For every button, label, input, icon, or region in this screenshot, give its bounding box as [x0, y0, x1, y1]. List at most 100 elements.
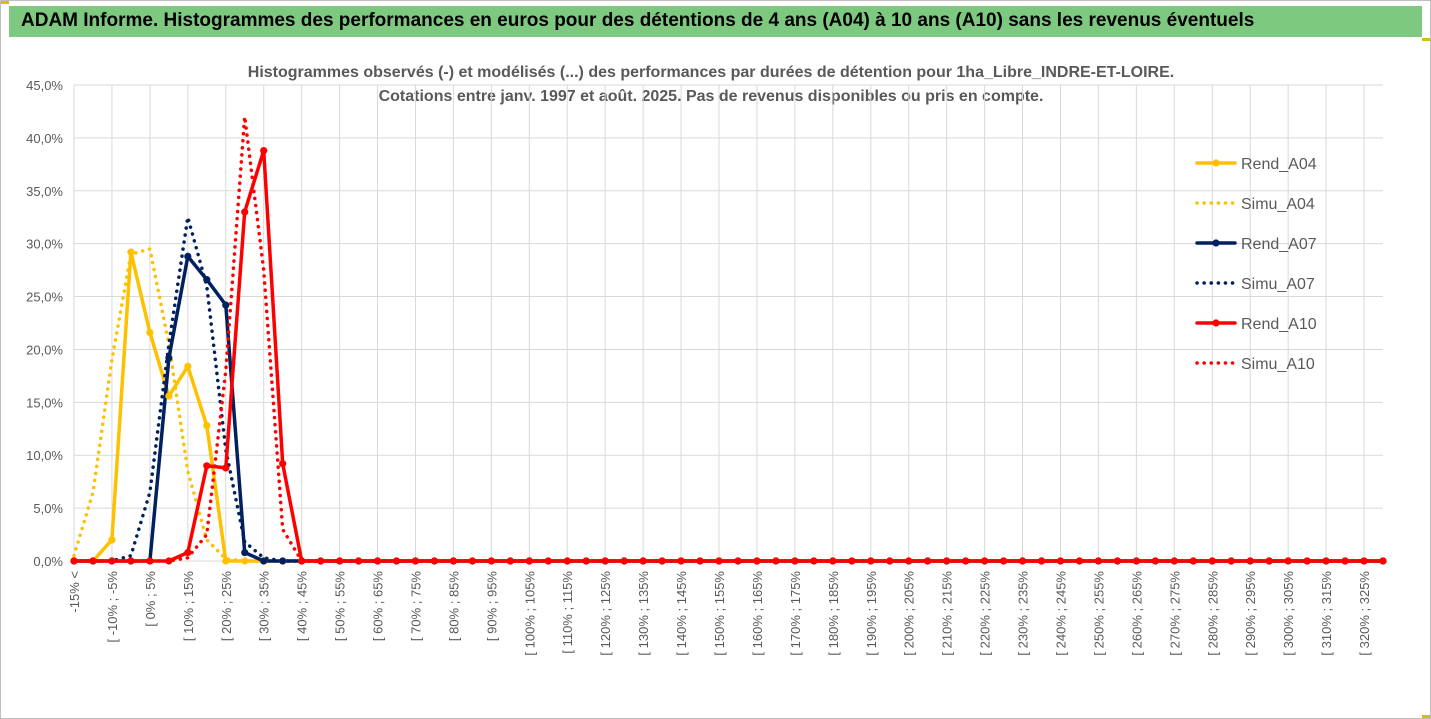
data-point: [829, 557, 837, 565]
x-tick-label: [ 230% ; 235%: [1016, 571, 1031, 656]
x-tick-label: [ 0% ; 5%: [143, 571, 158, 627]
x-tick-label: [ 100% ; 105%: [522, 571, 537, 656]
y-tick-label: 25,0%: [26, 290, 63, 305]
data-point: [1094, 557, 1103, 565]
corner-mark: [1422, 715, 1430, 718]
x-tick-label: [ 120% ; 125%: [598, 571, 613, 656]
x-tick-label: [ 150% ; 155%: [712, 571, 727, 656]
series-line-rend-a07: [72, 254, 1385, 563]
x-tick-label: [ 300% ; 305%: [1281, 571, 1296, 656]
data-point: [392, 557, 401, 565]
data-point: [241, 548, 249, 557]
data-point: [1170, 557, 1178, 565]
x-tick-label: [ 130% ; 135%: [636, 571, 651, 656]
series-line-simu-a10: [72, 114, 1385, 563]
chart-title-line: Histogrammes observés (-) et modélisés (…: [248, 64, 1174, 81]
legend-label: Simu_A10: [1241, 356, 1315, 373]
data-point: [184, 548, 192, 557]
data-point: [203, 422, 211, 430]
data-point: [715, 557, 723, 565]
data-point: [1341, 557, 1349, 565]
data-point: [279, 460, 287, 468]
corner-mark: [1, 1, 9, 4]
data-point: [298, 557, 306, 565]
data-point: [1265, 557, 1273, 565]
data-point: [146, 557, 154, 565]
x-tick-label: [ 110% ; 115%: [560, 571, 575, 654]
data-point: [943, 557, 951, 565]
y-tick-label: 10,0%: [26, 448, 63, 463]
legend-label: Simu_A07: [1241, 276, 1315, 293]
x-tick-label: [ 20% ; 25%: [219, 571, 234, 642]
data-point: [810, 557, 818, 565]
y-tick-label: 40,0%: [26, 131, 63, 146]
data-point: [1208, 557, 1216, 565]
x-tick-label: -15% <: [67, 571, 82, 613]
data-point: [734, 557, 742, 565]
legend-label: Simu_A04: [1241, 196, 1315, 213]
data-point: [1303, 557, 1311, 565]
data-point: [658, 557, 666, 565]
data-point: [867, 557, 875, 565]
data-point: [1322, 557, 1330, 565]
data-point: [1037, 557, 1046, 565]
data-point: [582, 557, 590, 565]
data-point: [241, 208, 249, 216]
data-point: [222, 557, 230, 565]
y-tick-label: 30,0%: [26, 237, 63, 252]
data-point: [1075, 557, 1084, 565]
data-point: [696, 557, 704, 565]
data-point: [373, 557, 382, 565]
x-tick-label: [ 40% ; 45%: [295, 571, 310, 642]
report-title: ADAM Informe. Histogrammes des performan…: [21, 10, 1255, 31]
data-point: [506, 557, 514, 565]
series-line-simu-a04: [72, 247, 1385, 563]
series-line-rend-a04: [72, 250, 1385, 563]
data-point: [354, 557, 363, 565]
data-point: [677, 557, 685, 565]
x-tick-label: [ 200% ; 205%: [902, 571, 917, 656]
data-point: [791, 557, 799, 565]
data-point: [430, 557, 439, 565]
y-tick-label: 45,0%: [26, 78, 63, 93]
x-tick-label: [ 320% ; 325%: [1357, 571, 1372, 656]
data-point: [1113, 557, 1122, 565]
data-point: [1132, 557, 1140, 565]
chart-title-line: Cotations entre janv. 1997 et août. 2025…: [379, 88, 1044, 105]
data-point: [1246, 557, 1254, 565]
data-point: [1056, 557, 1065, 565]
data-point: [1151, 557, 1159, 565]
data-point: [848, 557, 856, 565]
data-point: [544, 557, 552, 565]
x-tick-label: [ 270% ; 275%: [1167, 571, 1182, 656]
series-line-rend-a10: [72, 148, 1385, 563]
legend-marker: [1212, 159, 1220, 167]
data-point: [601, 557, 609, 565]
data-point: [1284, 557, 1292, 565]
y-tick-label: 35,0%: [26, 184, 63, 199]
data-point: [1018, 557, 1027, 565]
data-point: [146, 328, 154, 337]
x-tick-label: [ -10% ; -5%: [105, 571, 120, 643]
data-point: [468, 557, 476, 565]
data-point: [108, 557, 116, 565]
data-point: [203, 462, 211, 470]
data-point: [222, 464, 230, 472]
x-tick-label: [ 240% ; 245%: [1053, 571, 1068, 656]
data-point: [260, 557, 268, 565]
data-point: [1189, 557, 1197, 565]
data-point: [127, 557, 135, 565]
x-tick-label: [ 90% ; 95%: [484, 571, 499, 642]
data-point: [924, 557, 932, 565]
data-point: [1360, 557, 1368, 565]
legend-label: Rend_A04: [1241, 156, 1317, 173]
data-point: [165, 557, 173, 565]
x-tick-label: [ 50% ; 55%: [333, 571, 348, 642]
data-point: [563, 557, 571, 565]
data-point: [886, 557, 894, 565]
y-tick-label: 15,0%: [26, 395, 63, 410]
x-tick-label: [ 140% ; 145%: [674, 571, 689, 656]
data-point: [184, 362, 192, 370]
